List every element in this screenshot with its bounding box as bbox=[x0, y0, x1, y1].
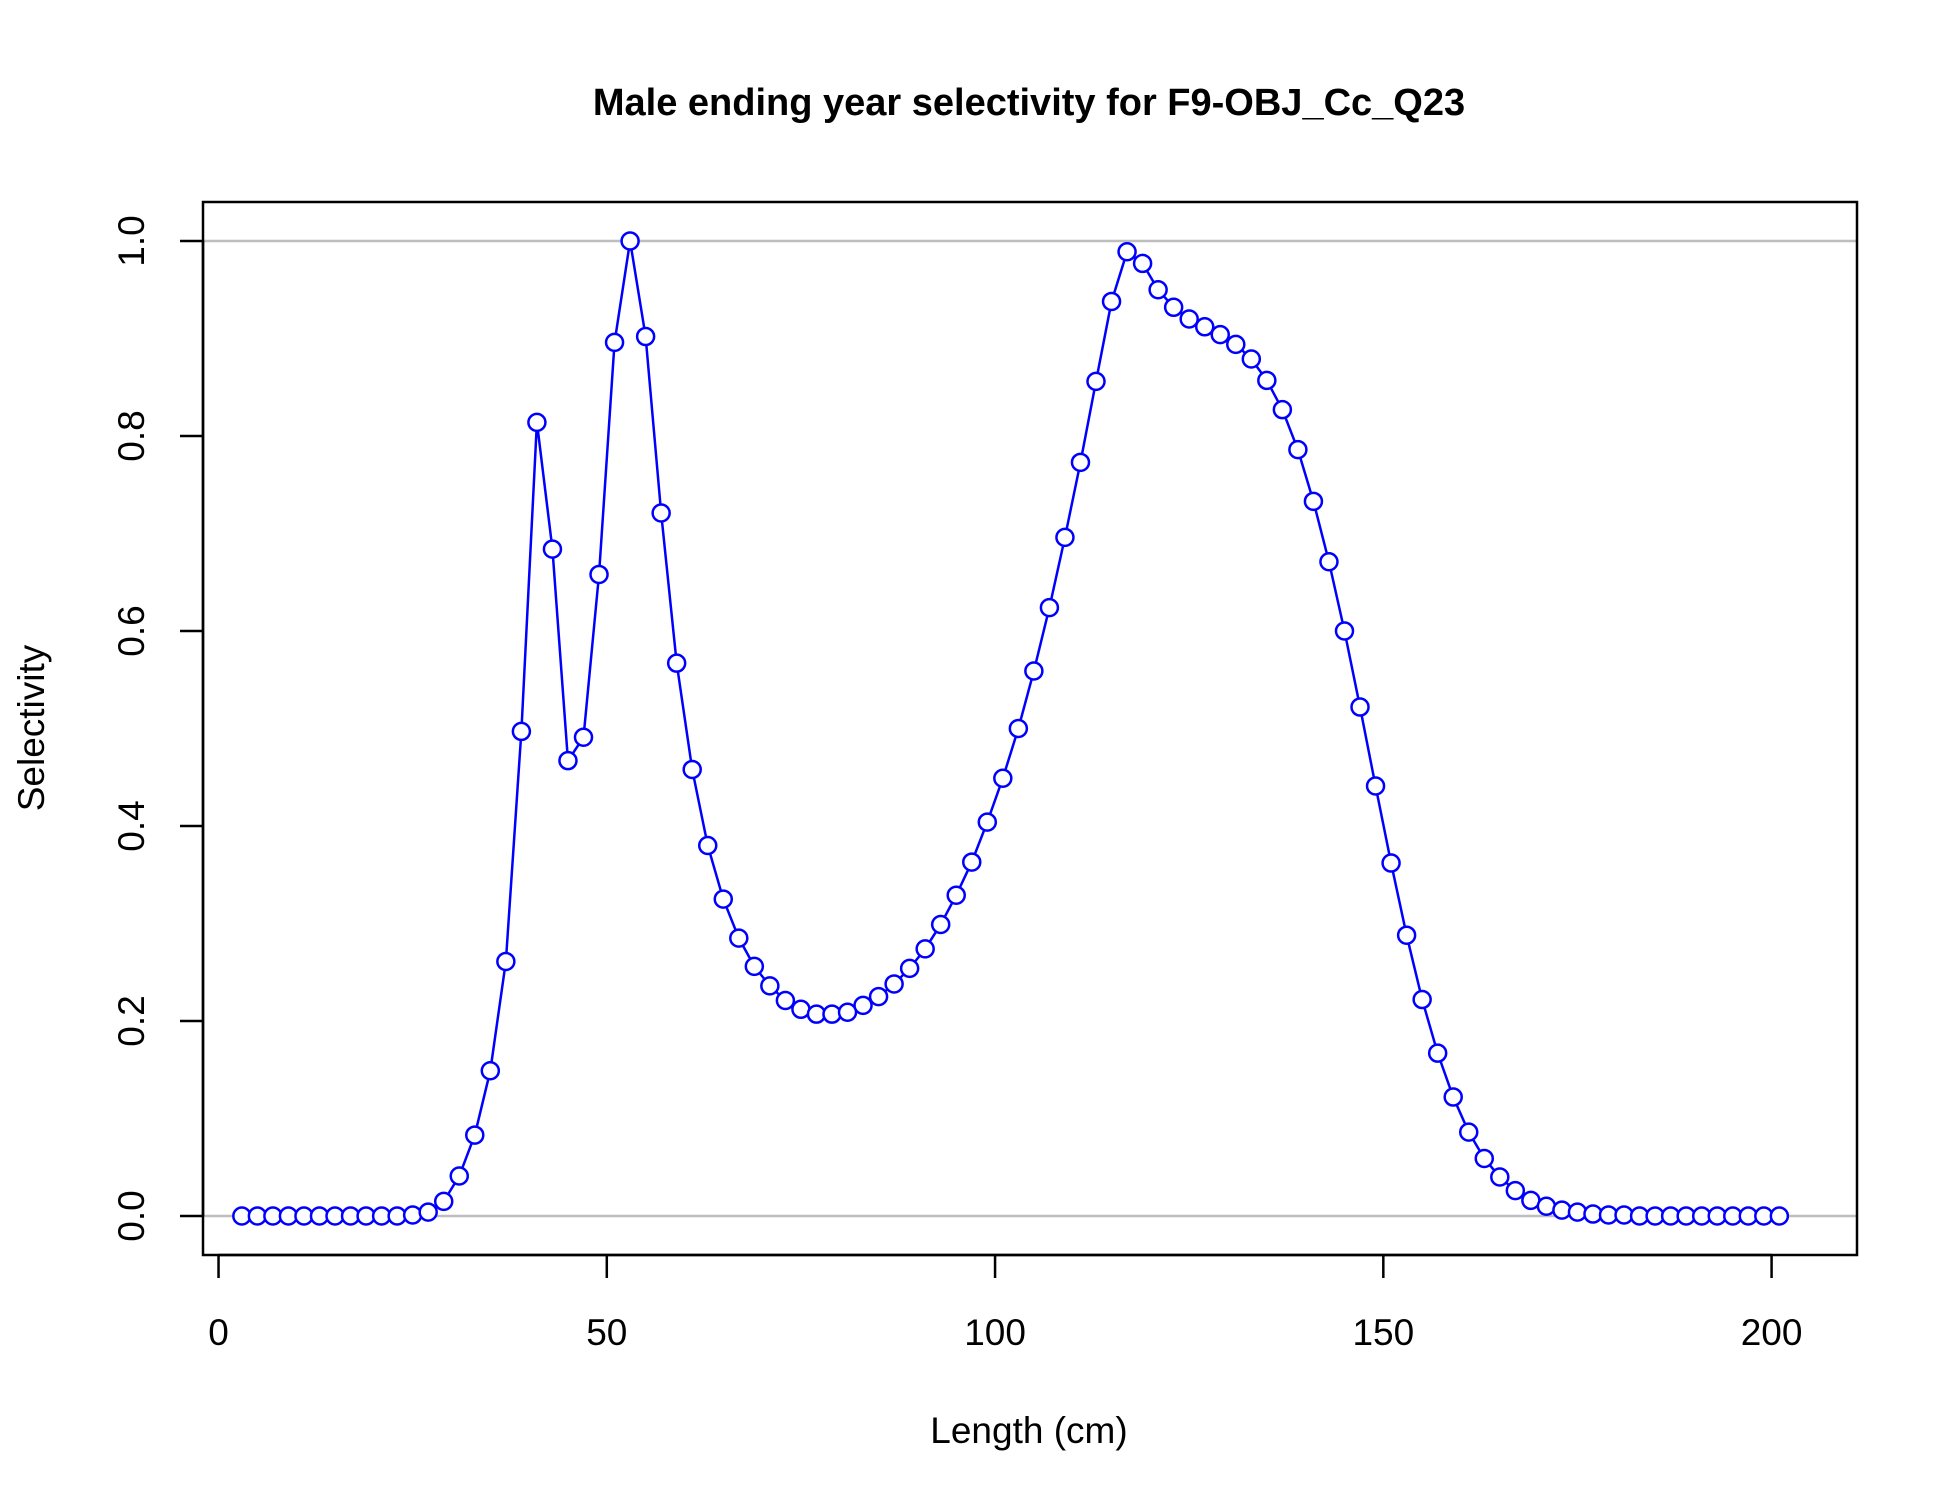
data-point bbox=[589, 564, 609, 585]
x-axis-label: Length (cm) bbox=[930, 1410, 1127, 1451]
data-point bbox=[1086, 371, 1106, 392]
data-point bbox=[511, 721, 532, 742]
data-point bbox=[930, 914, 951, 935]
data-point bbox=[1257, 370, 1277, 391]
data-point bbox=[1132, 253, 1153, 274]
data-point bbox=[1769, 1206, 1790, 1226]
y-tick-label: 1.0 bbox=[111, 215, 152, 266]
data-point bbox=[449, 1166, 469, 1186]
data-point bbox=[1567, 1202, 1588, 1222]
chart-title: Male ending year selectivity for F9-OBJ_… bbox=[593, 82, 1465, 124]
data-point bbox=[1070, 452, 1091, 473]
data-point bbox=[853, 995, 873, 1016]
x-tick-label: 0 bbox=[208, 1312, 229, 1353]
data-point bbox=[1412, 989, 1432, 1010]
data-point bbox=[915, 939, 935, 959]
data-point bbox=[527, 412, 547, 433]
data-point bbox=[868, 986, 889, 1007]
data-point bbox=[1490, 1167, 1510, 1187]
data-point bbox=[1148, 280, 1168, 300]
data-point bbox=[1334, 621, 1355, 641]
data-point bbox=[1008, 718, 1029, 739]
data-point bbox=[1536, 1196, 1557, 1216]
data-point bbox=[713, 889, 734, 909]
data-point bbox=[1303, 491, 1324, 512]
data-point bbox=[1443, 1087, 1463, 1107]
data-point bbox=[1226, 334, 1246, 355]
data-point bbox=[635, 326, 656, 347]
data-point bbox=[1319, 552, 1339, 572]
data-point bbox=[496, 951, 516, 972]
data-point bbox=[651, 503, 671, 523]
data-point bbox=[1101, 291, 1122, 312]
data-point bbox=[1039, 597, 1060, 618]
data-point bbox=[1458, 1122, 1479, 1142]
data-point bbox=[822, 1004, 842, 1024]
data-point bbox=[1024, 661, 1044, 681]
y-tick-label: 0.6 bbox=[111, 605, 152, 656]
data-point bbox=[666, 653, 687, 673]
y-axis-label: Selectivity bbox=[11, 644, 52, 811]
x-tick-label: 200 bbox=[1741, 1312, 1803, 1353]
data-point bbox=[465, 1125, 485, 1145]
data-point bbox=[573, 727, 594, 748]
y-tick-label: 0.8 bbox=[111, 410, 152, 461]
data-point bbox=[1288, 439, 1308, 460]
series-layer bbox=[232, 231, 1790, 1226]
x-tick-label: 150 bbox=[1352, 1312, 1414, 1353]
plot-frame bbox=[201, 200, 1859, 1257]
data-point bbox=[962, 852, 982, 872]
data-point bbox=[1381, 853, 1401, 873]
data-point bbox=[1365, 776, 1386, 796]
data-point bbox=[682, 759, 702, 780]
data-point bbox=[1474, 1148, 1495, 1169]
data-point bbox=[1272, 399, 1293, 420]
data-point bbox=[1350, 697, 1370, 717]
data-point bbox=[1241, 349, 1262, 369]
data-point bbox=[1179, 309, 1199, 329]
data-point bbox=[1117, 241, 1137, 262]
data-point bbox=[760, 976, 780, 996]
data-point bbox=[946, 885, 966, 905]
data-point bbox=[604, 332, 625, 353]
y-tick-label: 0.2 bbox=[111, 995, 152, 1046]
x-tick-label: 100 bbox=[964, 1312, 1026, 1353]
data-point bbox=[775, 990, 796, 1011]
x-axis: 0 50 100 150 200 bbox=[208, 1253, 1803, 1353]
data-point bbox=[977, 812, 998, 832]
y-axis: 0.0 0.2 0.4 0.6 0.8 1.0 bbox=[111, 215, 205, 1242]
y-tick-label: 0.0 bbox=[111, 1190, 152, 1241]
data-point bbox=[837, 1002, 858, 1022]
data-point bbox=[729, 928, 749, 948]
data-point bbox=[884, 974, 904, 994]
data-point bbox=[402, 1205, 423, 1225]
data-point bbox=[1396, 925, 1417, 945]
data-point bbox=[1552, 1200, 1572, 1220]
data-point bbox=[1210, 324, 1230, 345]
data-point bbox=[433, 1191, 454, 1212]
data-point bbox=[1163, 297, 1184, 318]
data-point bbox=[1194, 317, 1215, 337]
data-point bbox=[480, 1060, 501, 1081]
data-point bbox=[558, 750, 578, 771]
data-point bbox=[620, 231, 640, 251]
reference-lines bbox=[203, 239, 1857, 1218]
data-point bbox=[993, 768, 1013, 788]
data-point bbox=[542, 539, 563, 559]
x-tick-label: 50 bbox=[586, 1312, 627, 1353]
data-point bbox=[1055, 527, 1075, 548]
data-point bbox=[1427, 1043, 1448, 1063]
y-tick-label: 0.4 bbox=[111, 800, 152, 851]
data-point bbox=[899, 958, 920, 979]
data-point bbox=[697, 835, 718, 856]
data-point bbox=[418, 1202, 438, 1222]
data-point bbox=[1505, 1180, 1526, 1201]
data-point bbox=[744, 956, 765, 977]
